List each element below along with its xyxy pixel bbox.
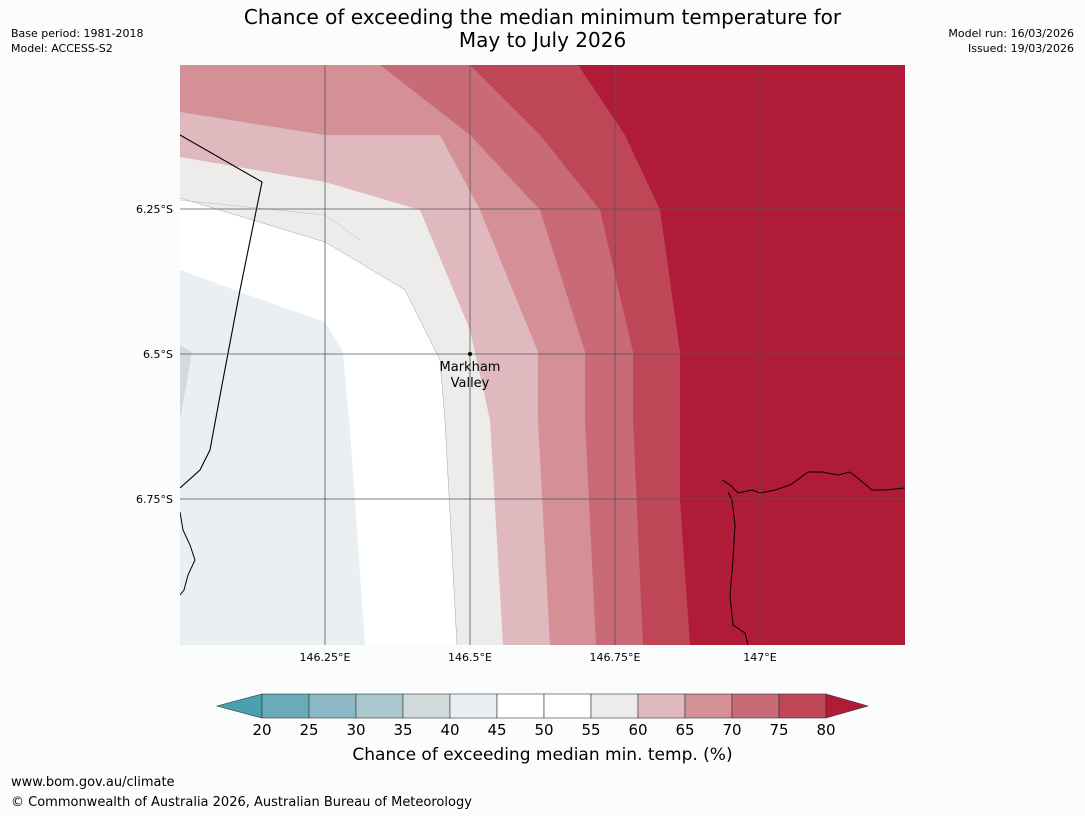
longitude-tick-label: 146.25°E (300, 651, 351, 664)
longitude-tick-label: 147°E (743, 651, 776, 664)
border-line (180, 134, 263, 489)
colorbar-segment (308, 693, 357, 719)
band-over-80 (578, 65, 905, 645)
base-period: Base period: 1981-2018 (11, 27, 144, 40)
meta-right: Model run: 16/03/2026 Issued: 19/03/2026 (948, 26, 1074, 56)
colorbar-tick-label: 50 (534, 721, 553, 739)
colorbar-tick-label: 30 (346, 721, 365, 739)
location-marker (468, 352, 472, 356)
colorbar-segment (496, 693, 545, 719)
footer-copyright: © Commonwealth of Australia 2026, Austra… (11, 795, 472, 810)
colorbar-extend-low (215, 693, 263, 719)
colorbar-segment (590, 693, 639, 719)
colorbar-extend-high (825, 693, 870, 719)
title-line-1: Chance of exceeding the median minimum t… (243, 5, 842, 29)
colorbar-tick-label: 40 (440, 721, 459, 739)
colorbar-tick-label: 20 (252, 721, 271, 739)
longitude-tick-label: 146.75°E (590, 651, 641, 664)
model-run: Model run: 16/03/2026 (948, 27, 1074, 40)
latitude-tick-label: 6.75°S (136, 493, 173, 506)
chart-title: Chance of exceeding the median minimum t… (0, 6, 1085, 52)
location-label-line-1: Markham (440, 360, 501, 375)
title-line-2: May to July 2026 (458, 28, 627, 52)
colorbar-segment (731, 693, 780, 719)
colorbar-segment (778, 693, 827, 719)
band-35-40 (180, 345, 192, 420)
longitude-ticks: 146.25°E 146.5°E 146.75°E 147°E (300, 651, 777, 664)
colorbar-tick-label: 45 (487, 721, 506, 739)
latitude-ticks: 6.25°S 6.5°S 6.75°S (136, 203, 173, 506)
model-name: Model: ACCESS-S2 (11, 42, 113, 55)
footer-url[interactable]: www.bom.gov.au/climate (11, 775, 175, 790)
colorbar-segment (543, 693, 592, 719)
colorbar-tick-label: 80 (816, 721, 835, 739)
location-label-line-2: Valley (451, 376, 490, 391)
meta-left: Base period: 1981-2018 Model: ACCESS-S2 (11, 26, 143, 56)
coastline-east-south (727, 491, 749, 645)
longitude-tick-label: 146.5°E (448, 651, 492, 664)
colorbar: 20 25 30 35 40 45 50 55 60 65 70 75 80 (215, 693, 870, 739)
colorbar-tick-label: 55 (581, 721, 600, 739)
coastline-west (180, 511, 196, 596)
colorbar-tick-label: 75 (769, 721, 788, 739)
colorbar-segment (449, 693, 498, 719)
colorbar-tick-label: 70 (722, 721, 741, 739)
colorbar-segment (261, 693, 310, 719)
colorbar-title: Chance of exceeding median min. temp. (%… (352, 745, 733, 765)
colorbar-tick-label: 35 (393, 721, 412, 739)
colorbar-tick-label: 25 (299, 721, 318, 739)
colorbar-segment (684, 693, 733, 719)
issued-date: Issued: 19/03/2026 (967, 42, 1074, 55)
latitude-tick-label: 6.25°S (136, 203, 173, 216)
contour-line (180, 197, 458, 645)
colorbar-segment (637, 693, 686, 719)
colorbar-segment (402, 693, 451, 719)
colorbar-tick-label: 60 (628, 721, 647, 739)
coastline-east (721, 471, 905, 494)
band-45-50 (180, 130, 505, 645)
probability-field (180, 65, 905, 645)
colorbar-segment (355, 693, 404, 719)
colorbar-tick-label: 65 (675, 721, 694, 739)
latitude-tick-label: 6.5°S (143, 348, 173, 361)
